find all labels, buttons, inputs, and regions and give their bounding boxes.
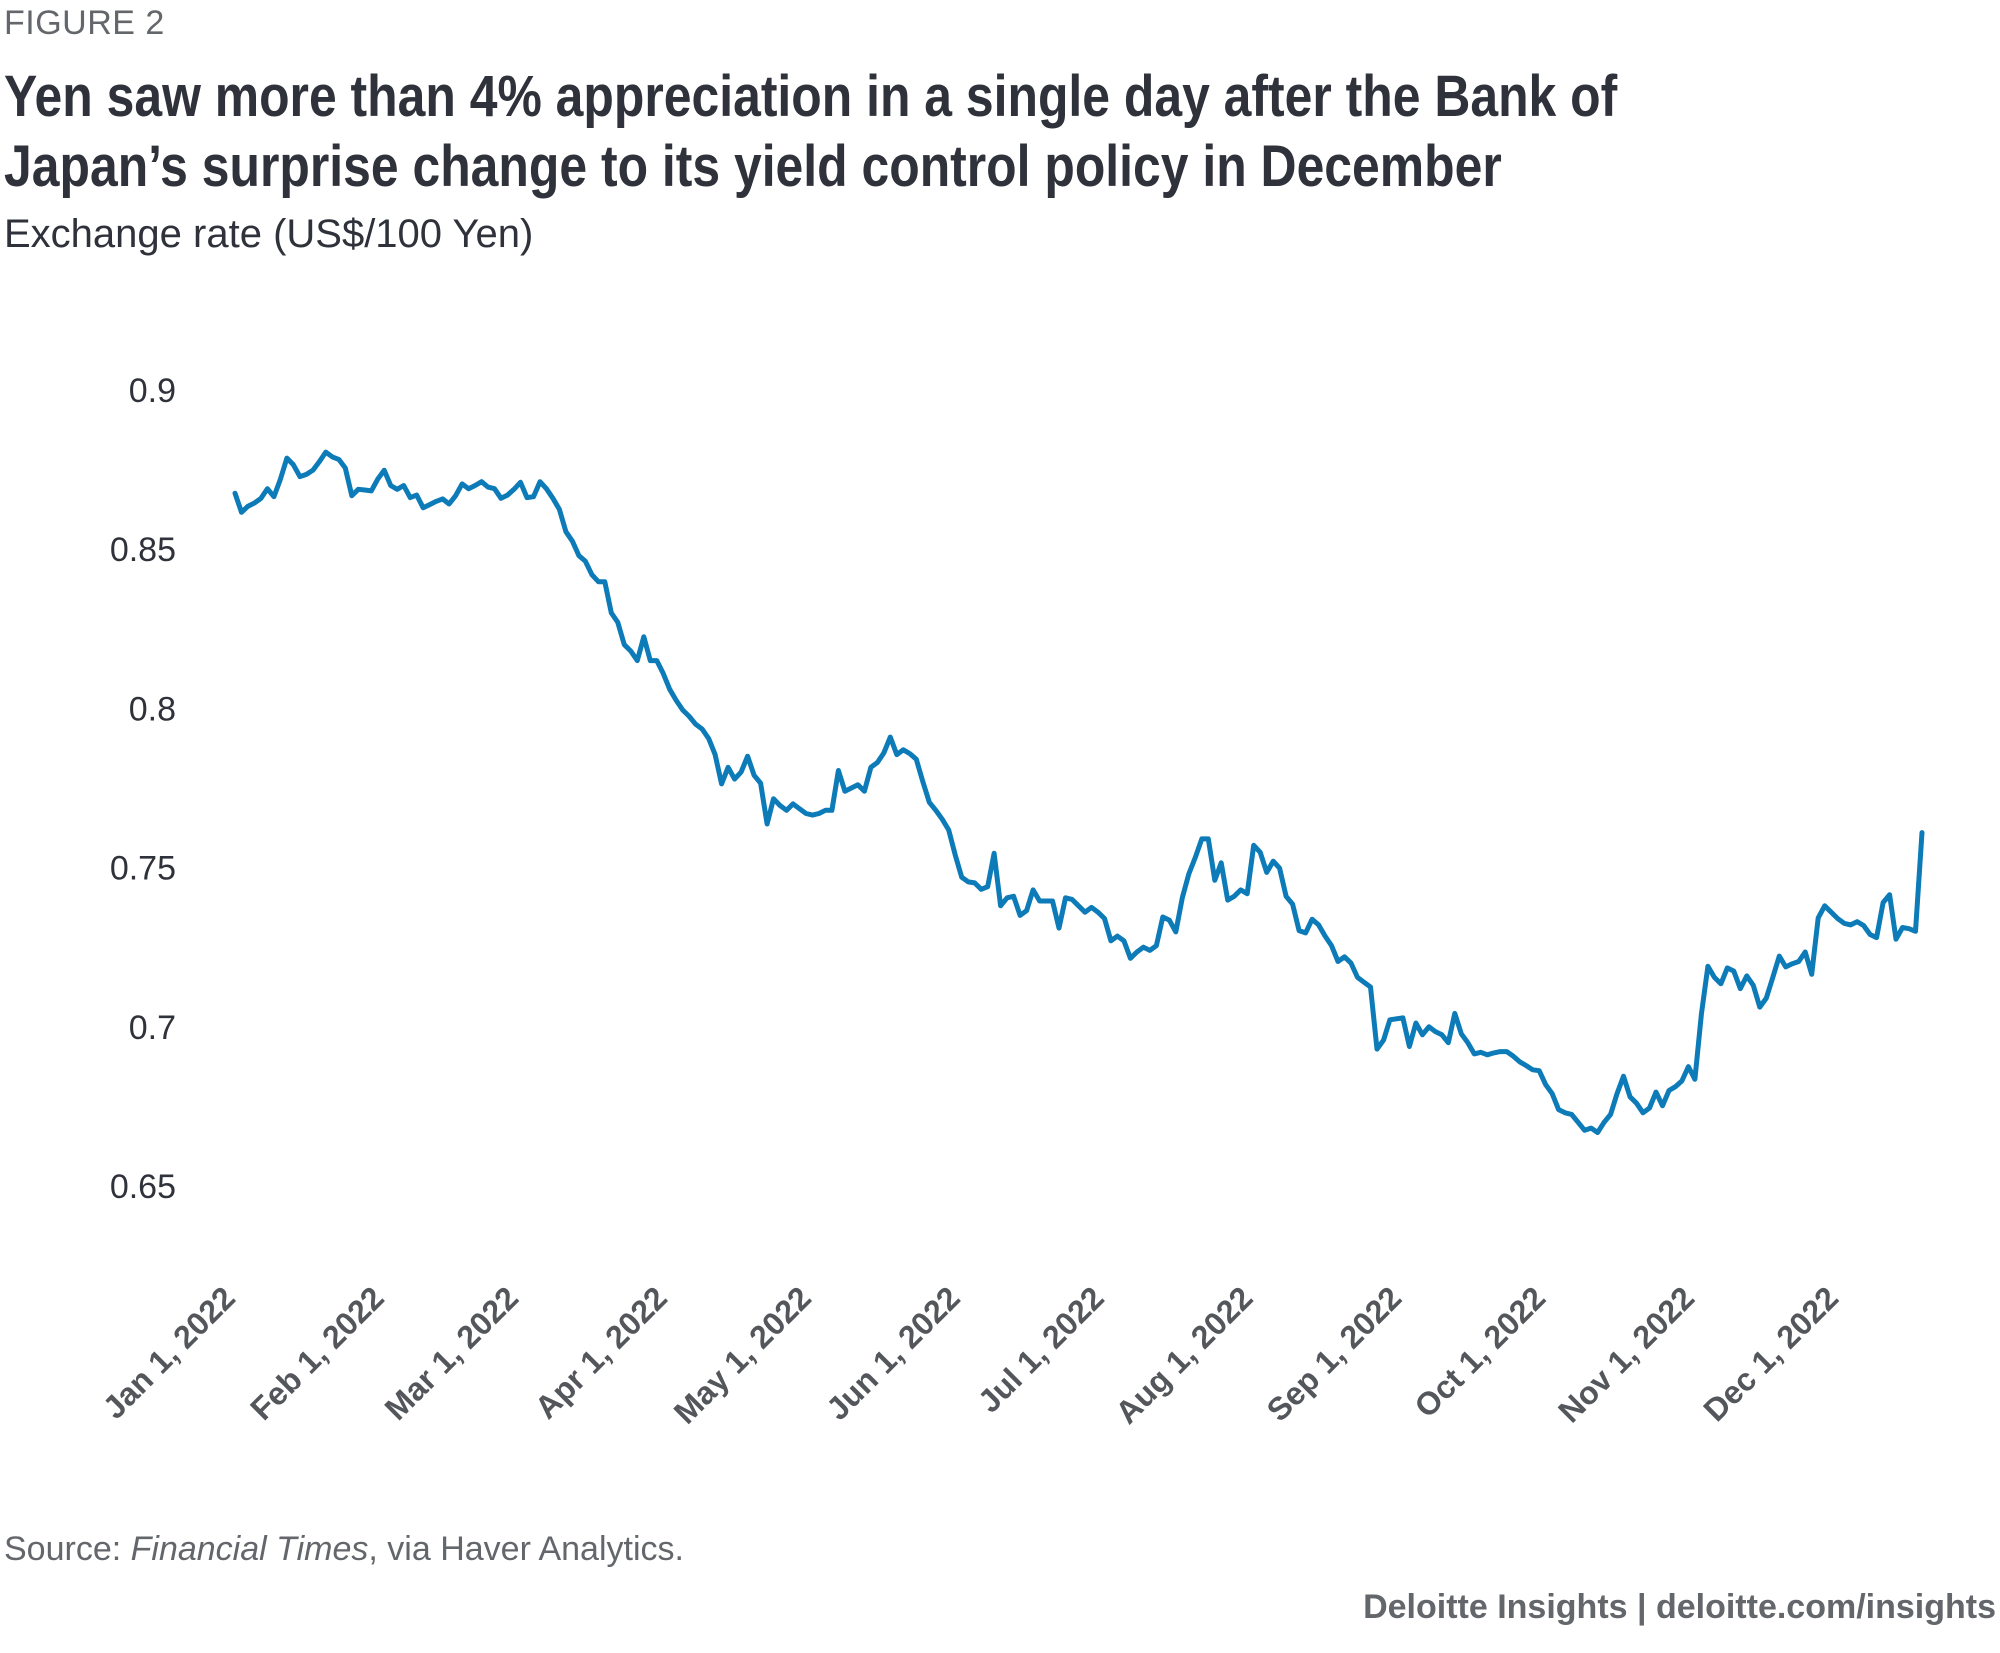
- y-tick-label: 0.85: [110, 531, 176, 569]
- x-tick-label: Mar 1, 2022: [378, 1279, 525, 1426]
- source-note: Source: Financial Times, via Haver Analy…: [4, 1530, 684, 1569]
- x-tick-label: Oct 1, 2022: [1407, 1279, 1552, 1424]
- source-suffix: , via Haver Analytics.: [368, 1530, 684, 1568]
- x-tick-label: Dec 1, 2022: [1696, 1279, 1845, 1428]
- x-tick-label: Jul 1, 2022: [971, 1279, 1111, 1419]
- x-tick-label: Jan 1, 2022: [96, 1279, 242, 1425]
- y-tick-label: 0.65: [110, 1168, 176, 1206]
- y-tick-label: 0.8: [129, 690, 176, 728]
- y-tick-label: 0.75: [110, 850, 176, 888]
- source-prefix: Source:: [4, 1530, 131, 1568]
- y-tick-label: 0.9: [129, 372, 176, 410]
- x-tick-label: Jun 1, 2022: [819, 1279, 966, 1426]
- series-group: [232, 449, 1925, 1135]
- y-tick-label: 0.7: [129, 1009, 176, 1047]
- x-tick-label: Aug 1, 2022: [1108, 1279, 1259, 1430]
- y-axis: 0.9 0.85 0.8 0.75 0.7 0.65: [110, 372, 176, 1206]
- x-tick-label: Sep 1, 2022: [1260, 1279, 1409, 1428]
- source-publication: Financial Times: [130, 1530, 369, 1568]
- figure-label: FIGURE 2: [4, 4, 165, 42]
- x-tick-label: Apr 1, 2022: [528, 1279, 674, 1425]
- brand-footer: Deloitte Insights | deloitte.com/insight…: [1363, 1588, 1996, 1626]
- x-tick-label: May 1, 2022: [667, 1279, 818, 1430]
- series-line-usd-per-100-yen: [232, 449, 1925, 1135]
- x-tick-label: Feb 1, 2022: [243, 1279, 390, 1426]
- chart-title: Yen saw more than 4% appreciation in a s…: [4, 64, 1618, 199]
- chart-subtitle: Exchange rate (US$/100 Yen): [4, 212, 534, 256]
- x-tick-label: Nov 1, 2022: [1551, 1279, 1701, 1429]
